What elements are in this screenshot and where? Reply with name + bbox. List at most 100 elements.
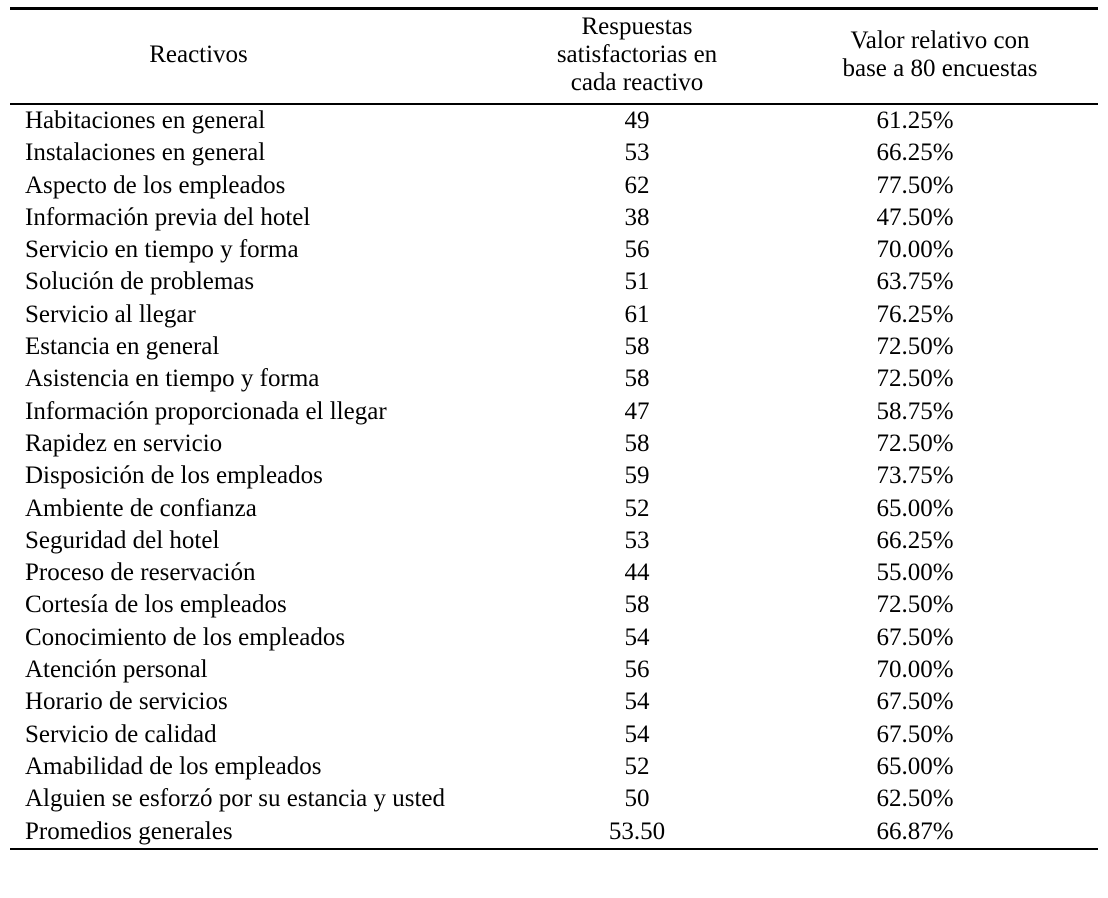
reactivo-cell: Habitaciones en general [25,107,266,134]
table-header: Reactivos Respuestas satisfactorias en c… [10,8,1098,105]
valor-cell: 47.50% [876,203,954,231]
table-body: Habitaciones en general 49 61.25% Instal… [10,104,1098,816]
table-row: Información proporcionada el llegar 47 5… [10,396,1098,428]
respuestas-cell: 50 [624,785,650,813]
reactivo-cell: Alguien se esforzó por su estancia y ust… [25,785,446,813]
valor-cell: 66.25% [876,526,954,554]
reactivo-cell: Amabilidad de los empleados [25,752,322,780]
reactivo-cell: Información proporcionada el llegar [25,397,387,425]
table-row: Estancia en general 58 72.50% [10,331,1098,363]
valor-cell: 72.50% [876,365,954,393]
reactivo-cell: Servicio en tiempo y forma [25,236,299,264]
respuestas-cell: 59 [624,462,650,490]
valor-cell: 65.00% [876,494,954,522]
respuestas-cell: 58 [624,591,650,619]
table-row: Cortesía de los empleados 58 72.50% [10,589,1098,621]
respuestas-cell: 51 [624,268,650,296]
averages-row: Promedios generales 53.50 66.87% [10,816,1098,849]
table-row: Disposición de los empleados 59 73.75% [10,460,1098,492]
header-row: Reactivos Respuestas satisfactorias en c… [10,8,1098,105]
averages-respuestas-cell: 53.50 [608,817,666,845]
valor-cell: 72.50% [876,333,954,361]
reactivo-cell: Instalaciones en general [25,139,266,167]
respuestas-cell: 56 [624,656,650,684]
valor-cell: 66.25% [876,139,954,167]
valor-cell: 70.00% [876,236,954,264]
reactivo-cell: Disposición de los empleados [25,462,323,490]
reactivo-cell: Seguridad del hotel [25,526,220,554]
respuestas-cell: 52 [624,752,650,780]
reactivo-cell: Conocimiento de los empleados [25,623,346,651]
reactivo-cell: Aspecto de los empleados [25,171,286,199]
reactivo-cell: Proceso de reservación [25,559,256,587]
reactivo-cell: Asistencia en tiempo y forma [25,365,320,393]
reactivo-cell: Rapidez en servicio [25,429,223,457]
table-row: Horario de servicios 54 67.50% [10,686,1098,718]
valor-cell: 76.25% [876,300,954,328]
valor-cell: 67.50% [876,688,954,716]
respuestas-cell: 58 [624,365,650,393]
table-row: Amabilidad de los empleados 52 65.00% [10,751,1098,783]
respuestas-cell: 47 [624,397,650,425]
table-row: Servicio al llegar 61 76.25% [10,299,1098,331]
reactivo-cell: Servicio de calidad [25,720,217,748]
respuestas-cell: 62 [624,171,650,199]
respuestas-cell: 53 [624,526,650,554]
table-row: Proceso de reservación 44 55.00% [10,557,1098,589]
valor-cell: 67.50% [876,720,954,748]
col-header-valor-relativo: Valor relativo con base a 80 encuestas [802,8,1098,105]
respuestas-cell: 44 [624,559,650,587]
valor-cell: 58.75% [876,397,954,425]
reactivo-cell: Servicio al llegar [25,300,196,328]
respuestas-cell: 52 [624,494,650,522]
table-row: Instalaciones en general 53 66.25% [10,137,1098,169]
respuestas-cell: 38 [624,203,650,231]
valor-cell: 62.50% [876,785,954,813]
respuestas-cell: 49 [624,107,650,134]
survey-results-table: Reactivos Respuestas satisfactorias en c… [10,7,1098,850]
valor-cell: 65.00% [876,752,954,780]
respuestas-cell: 54 [624,688,650,716]
valor-cell: 77.50% [876,171,954,199]
respuestas-cell: 61 [624,300,650,328]
table-row: Servicio de calidad 54 67.50% [10,719,1098,751]
table-row: Alguien se esforzó por su estancia y ust… [10,783,1098,815]
reactivo-cell: Información previa del hotel [25,203,311,231]
reactivo-cell: Atención personal [25,656,208,684]
respuestas-cell: 54 [624,623,650,651]
table-row: Conocimiento de los empleados 54 67.50% [10,622,1098,654]
table-row: Atención personal 56 70.00% [10,654,1098,686]
valor-cell: 72.50% [876,591,954,619]
respuestas-cell: 58 [624,429,650,457]
valor-cell: 63.75% [876,268,954,296]
valor-cell: 61.25% [876,107,954,134]
table-row: Ambiente de confianza 52 65.00% [10,493,1098,525]
table-row: Solución de problemas 51 63.75% [10,266,1098,298]
valor-cell: 55.00% [876,559,954,587]
reactivo-cell: Horario de servicios [25,688,228,716]
valor-cell: 72.50% [876,429,954,457]
table-footer: Promedios generales 53.50 66.87% [10,816,1098,849]
reactivo-cell: Estancia en general [25,333,220,361]
averages-label-cell: Promedios generales [25,817,233,845]
valor-cell: 70.00% [876,656,954,684]
table-row: Seguridad del hotel 53 66.25% [10,525,1098,557]
respuestas-cell: 58 [624,333,650,361]
table-row: Servicio en tiempo y forma 56 70.00% [10,234,1098,266]
valor-cell: 67.50% [876,623,954,651]
respuestas-cell: 54 [624,720,650,748]
valor-cell: 73.75% [876,462,954,490]
table-row: Aspecto de los empleados 62 77.50% [10,170,1098,202]
reactivo-cell: Solución de problemas [25,268,255,296]
col-header-respuestas-satisfactorias: Respuestas satisfactorias en cada reacti… [472,8,802,105]
table-row: Rapidez en servicio 58 72.50% [10,428,1098,460]
reactivo-cell: Ambiente de confianza [25,494,257,522]
respuestas-cell: 56 [624,236,650,264]
col-header-reactivos: Reactivos [10,8,472,105]
table-row: Información previa del hotel 38 47.50% [10,202,1098,234]
averages-valor-cell: 66.87% [876,817,954,845]
table-row: Habitaciones en general 49 61.25% [10,104,1098,137]
reactivo-cell: Cortesía de los empleados [25,591,287,619]
table-row: Asistencia en tiempo y forma 58 72.50% [10,363,1098,395]
respuestas-cell: 53 [624,139,650,167]
